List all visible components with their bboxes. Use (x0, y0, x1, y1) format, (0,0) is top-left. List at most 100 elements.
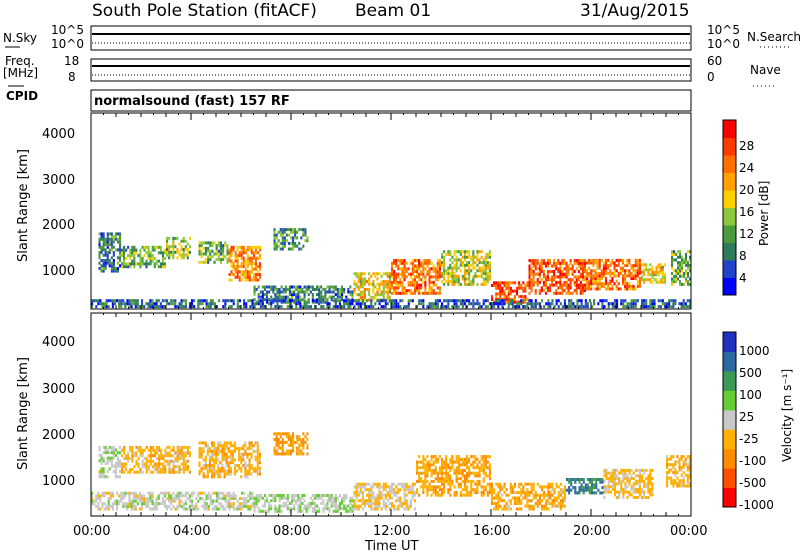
colorbar-segment (723, 242, 736, 261)
scatter-cell (547, 299, 550, 303)
scatter-cell (166, 236, 169, 240)
scatter-cell (101, 491, 104, 495)
scatter-cell (184, 462, 187, 466)
scatter-cell (285, 432, 288, 436)
scatter-cell (619, 287, 622, 291)
scatter-cell (91, 502, 94, 506)
scatter-cell (188, 507, 191, 511)
scatter-cell (297, 290, 300, 294)
scatter-cell (411, 482, 414, 486)
scatter-cell (484, 282, 487, 286)
scatter-cell (666, 471, 669, 475)
scatter-cell (647, 273, 650, 277)
scatter-cell (236, 273, 239, 276)
scatter-cell (670, 481, 673, 485)
scatter-cell (123, 451, 126, 455)
scatter-cell (380, 274, 383, 278)
scatter-cell (357, 280, 360, 284)
scatter-cell (541, 499, 544, 503)
scatter-cell (571, 278, 574, 282)
scatter-cell (636, 282, 639, 286)
scatter-cell (611, 271, 614, 275)
scatter-cell (463, 479, 466, 483)
scatter-cell (580, 299, 583, 303)
scatter-cell (290, 435, 293, 439)
scatter-cell (470, 282, 473, 286)
scatter-cell (209, 302, 212, 306)
scatter-cell (293, 293, 296, 297)
scatter-cell (102, 475, 105, 479)
scatter-cell (405, 267, 408, 271)
scatter-cell (199, 491, 202, 495)
scatter-cell (616, 482, 619, 486)
scatter-cell (620, 468, 623, 472)
scatter-cell (617, 282, 620, 286)
scatter-cell (482, 258, 485, 262)
scatter-cell (468, 252, 471, 256)
scatter-cell (368, 491, 371, 494)
scatter-cell (188, 504, 191, 508)
scatter-cell (553, 504, 556, 508)
scatter-cell (158, 457, 161, 460)
scatter-cell (141, 448, 144, 452)
scatter-cell (119, 248, 122, 252)
scatter-cell (422, 261, 425, 265)
scatter-cell (632, 305, 635, 309)
scatter-cell (251, 497, 254, 500)
scatter-cell (484, 269, 487, 273)
scatter-cell (486, 280, 489, 284)
scatter-cell (254, 469, 257, 473)
scatter-cell (384, 305, 387, 309)
scatter-cell (420, 479, 423, 483)
scatter-cell (493, 491, 496, 494)
scatter-cell (216, 499, 219, 503)
scatter-cell (227, 455, 230, 459)
scatter-cell (131, 445, 134, 449)
scatter-cell (681, 255, 684, 259)
scatter-cell (270, 507, 273, 511)
scatter-cell (536, 261, 539, 265)
scatter-cell (328, 494, 331, 497)
scatter-cell (355, 299, 358, 303)
scatter-cell (384, 502, 387, 505)
scatter-cell (405, 502, 408, 505)
scatter-cell (100, 467, 103, 471)
scatter-cell (225, 447, 228, 451)
scatter-cell (172, 468, 175, 471)
scatter-cell (478, 261, 481, 265)
scatter-cell (234, 251, 237, 255)
scatter-cell (503, 302, 506, 306)
scatter-cell (290, 449, 293, 453)
scatter-cell (119, 235, 122, 238)
scatter-cell (677, 255, 680, 259)
scatter-cell (583, 264, 586, 268)
scatter-cell (540, 278, 543, 282)
scatter-cell (111, 494, 114, 498)
scatter-cell (388, 491, 391, 494)
scatter-cell (565, 270, 568, 273)
scatter-cell (688, 465, 691, 469)
scatter-cell (206, 444, 209, 448)
scatter-cell (459, 269, 462, 273)
scatter-cell (584, 302, 587, 306)
scatter-cell (211, 472, 214, 476)
scatter-cell (584, 488, 587, 492)
scatter-cell (577, 286, 580, 290)
scatter-cell (110, 464, 113, 468)
scatter-cell (204, 252, 207, 256)
scatter-cell (332, 288, 335, 291)
scatter-cell (513, 297, 516, 301)
scatter-cell (281, 233, 284, 237)
scatter-cell (486, 493, 489, 497)
scatter-cell (259, 262, 262, 266)
scatter-cell (689, 269, 692, 273)
scatter-cell (200, 455, 203, 459)
scatter-cell (453, 468, 456, 472)
scatter-cell (279, 452, 282, 456)
scatter-cell (493, 496, 496, 500)
scatter-cell (272, 299, 275, 303)
scatter-cell (497, 284, 500, 287)
scatter-cell (451, 282, 454, 286)
scatter-cell (624, 274, 627, 278)
scatter-cell (164, 248, 167, 252)
